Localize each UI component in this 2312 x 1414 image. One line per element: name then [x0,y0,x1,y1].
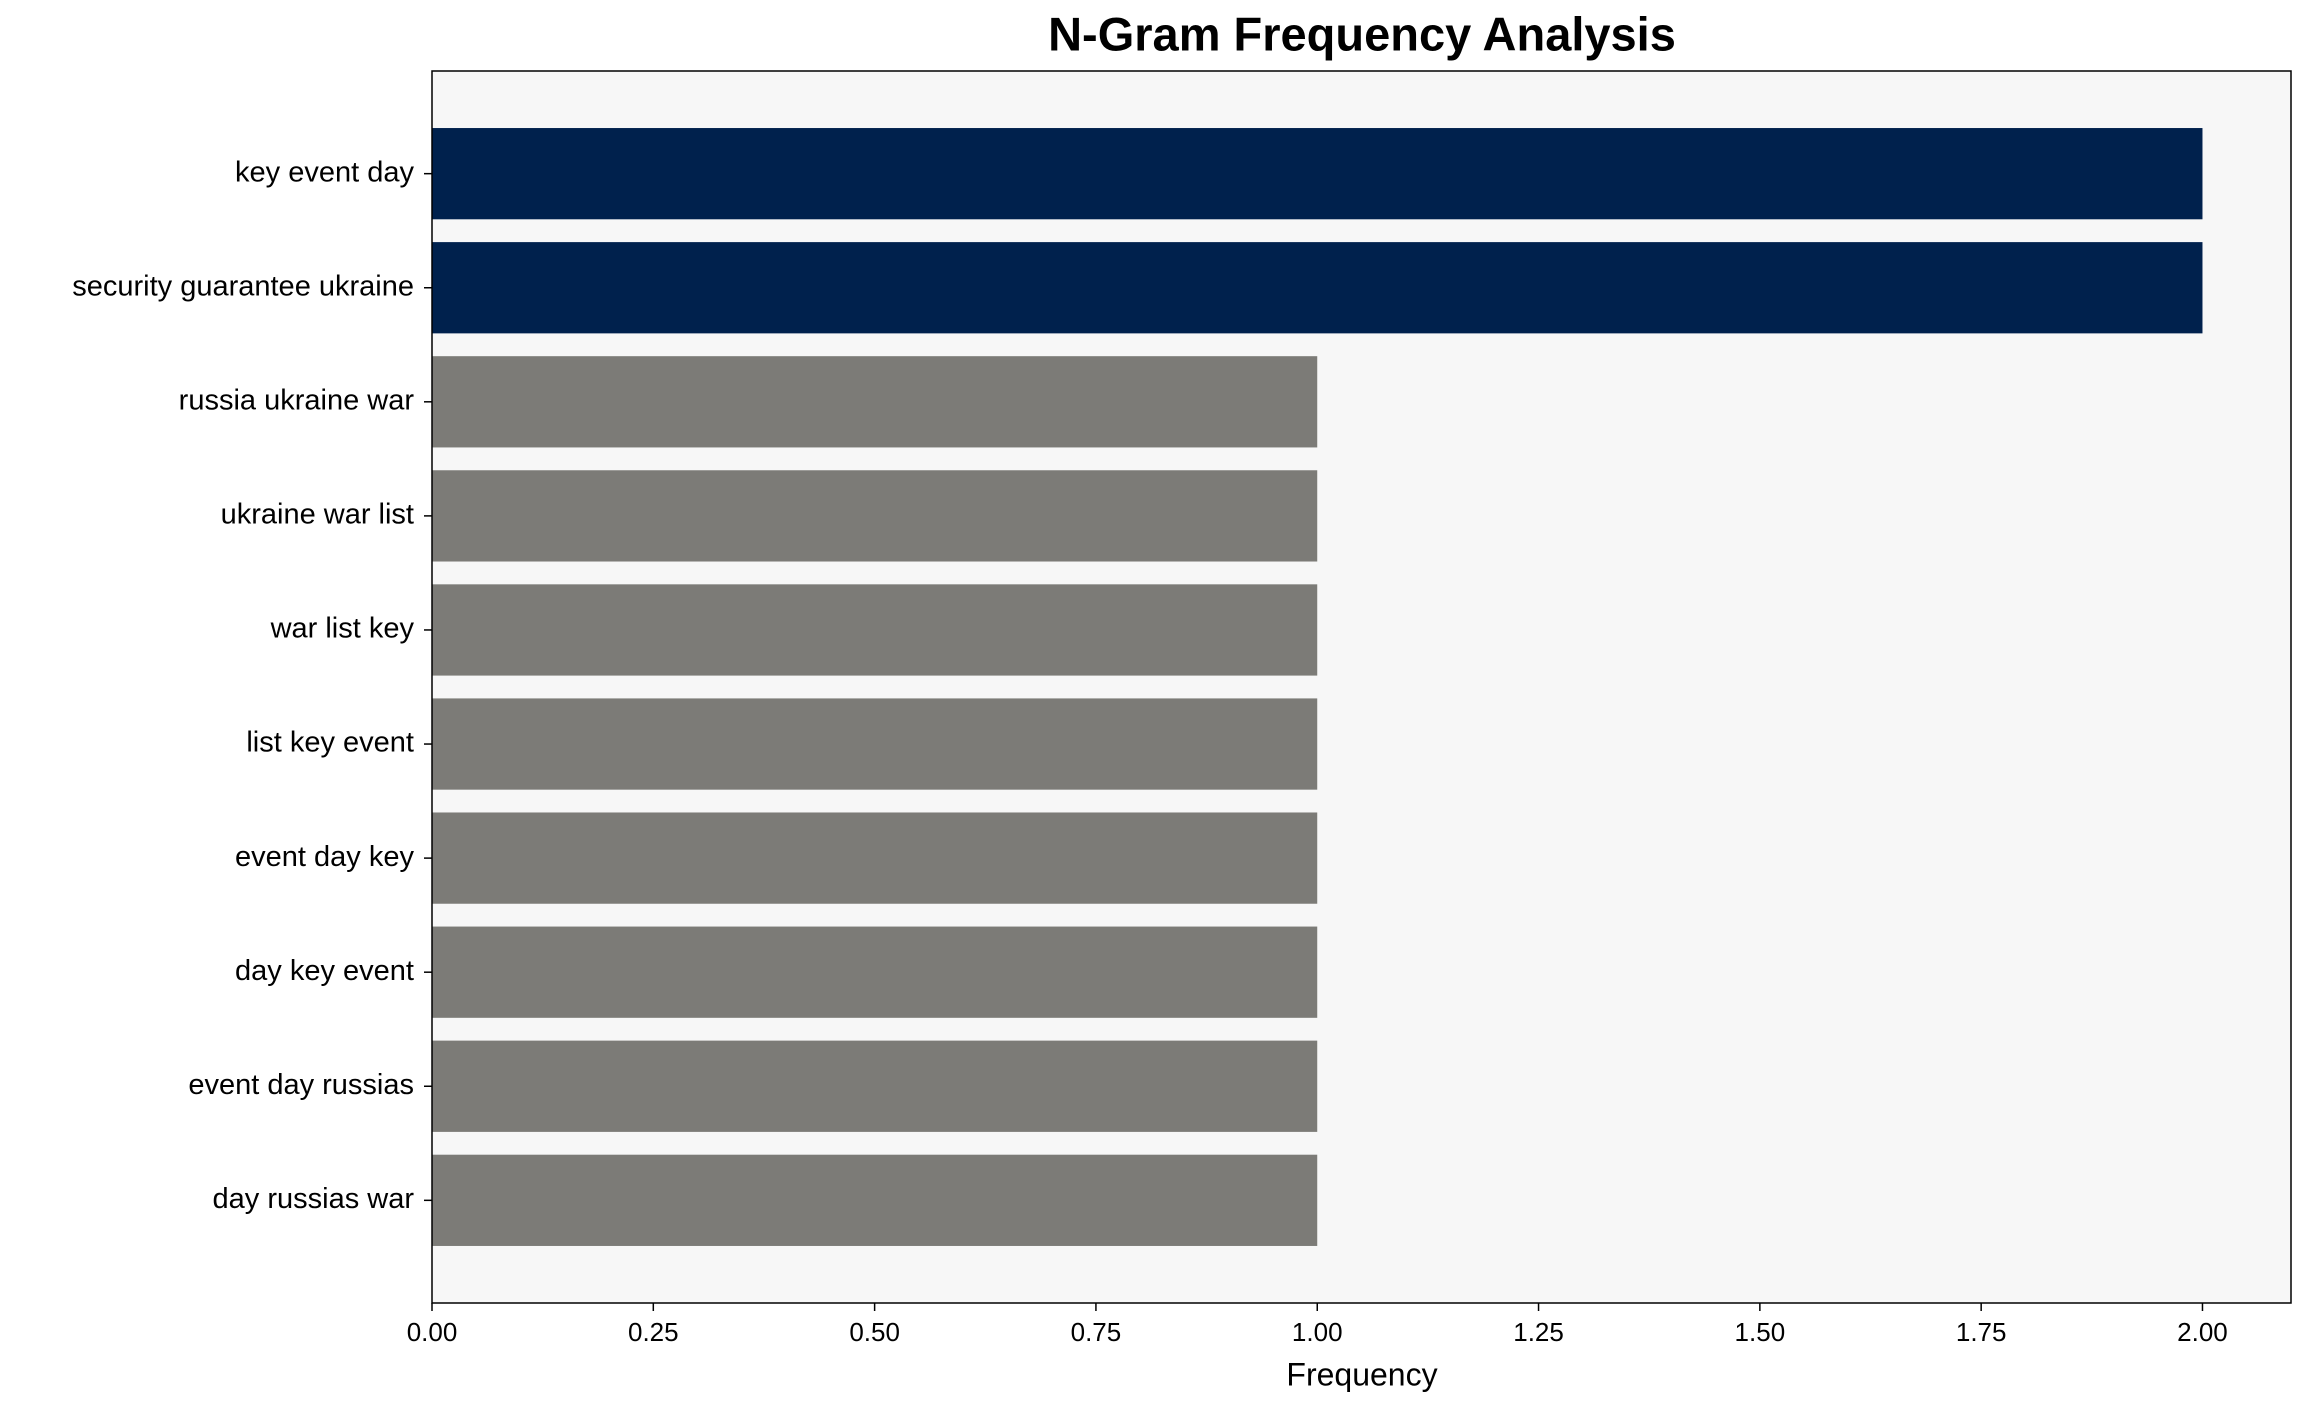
bar [432,1154,1318,1246]
y-tick-label: event day russias [188,1069,414,1101]
y-tick-label: security guarantee ukraine [72,270,414,302]
y-tick-label: day key event [235,955,414,987]
x-tick-label: 1.25 [1513,1317,1564,1347]
bar [432,1040,1318,1132]
y-tick-label: day russias war [213,1183,415,1215]
bar [432,356,1318,448]
y-tick-label: list key event [246,727,414,759]
bar [432,812,1318,904]
bar [432,242,2203,334]
y-tick-label: russia ukraine war [179,384,415,416]
bar [432,926,1318,1018]
x-tick-label: 1.00 [1292,1317,1343,1347]
x-tick-label: 1.50 [1735,1317,1786,1347]
chart-title: N-Gram Frequency Analysis [1048,7,1676,60]
y-tick-label: war list key [270,613,415,645]
x-tick-label: 0.75 [1071,1317,1122,1347]
x-tick-label: 0.50 [849,1317,900,1347]
x-tick-label: 1.75 [1956,1317,2007,1347]
bar [432,128,2203,220]
x-tick-label: 0.00 [407,1317,458,1347]
y-tick-label: key event day [235,156,414,188]
y-tick-label: event day key [235,841,414,873]
bar [432,698,1318,790]
x-tick-label: 2.00 [2177,1317,2228,1347]
bar [432,470,1318,562]
x-tick-label: 0.25 [628,1317,679,1347]
plot-frame [431,70,2292,1304]
bar [432,584,1318,676]
x-axis-label: Frequency [1286,1356,1437,1392]
y-tick-label: ukraine war list [221,499,414,531]
